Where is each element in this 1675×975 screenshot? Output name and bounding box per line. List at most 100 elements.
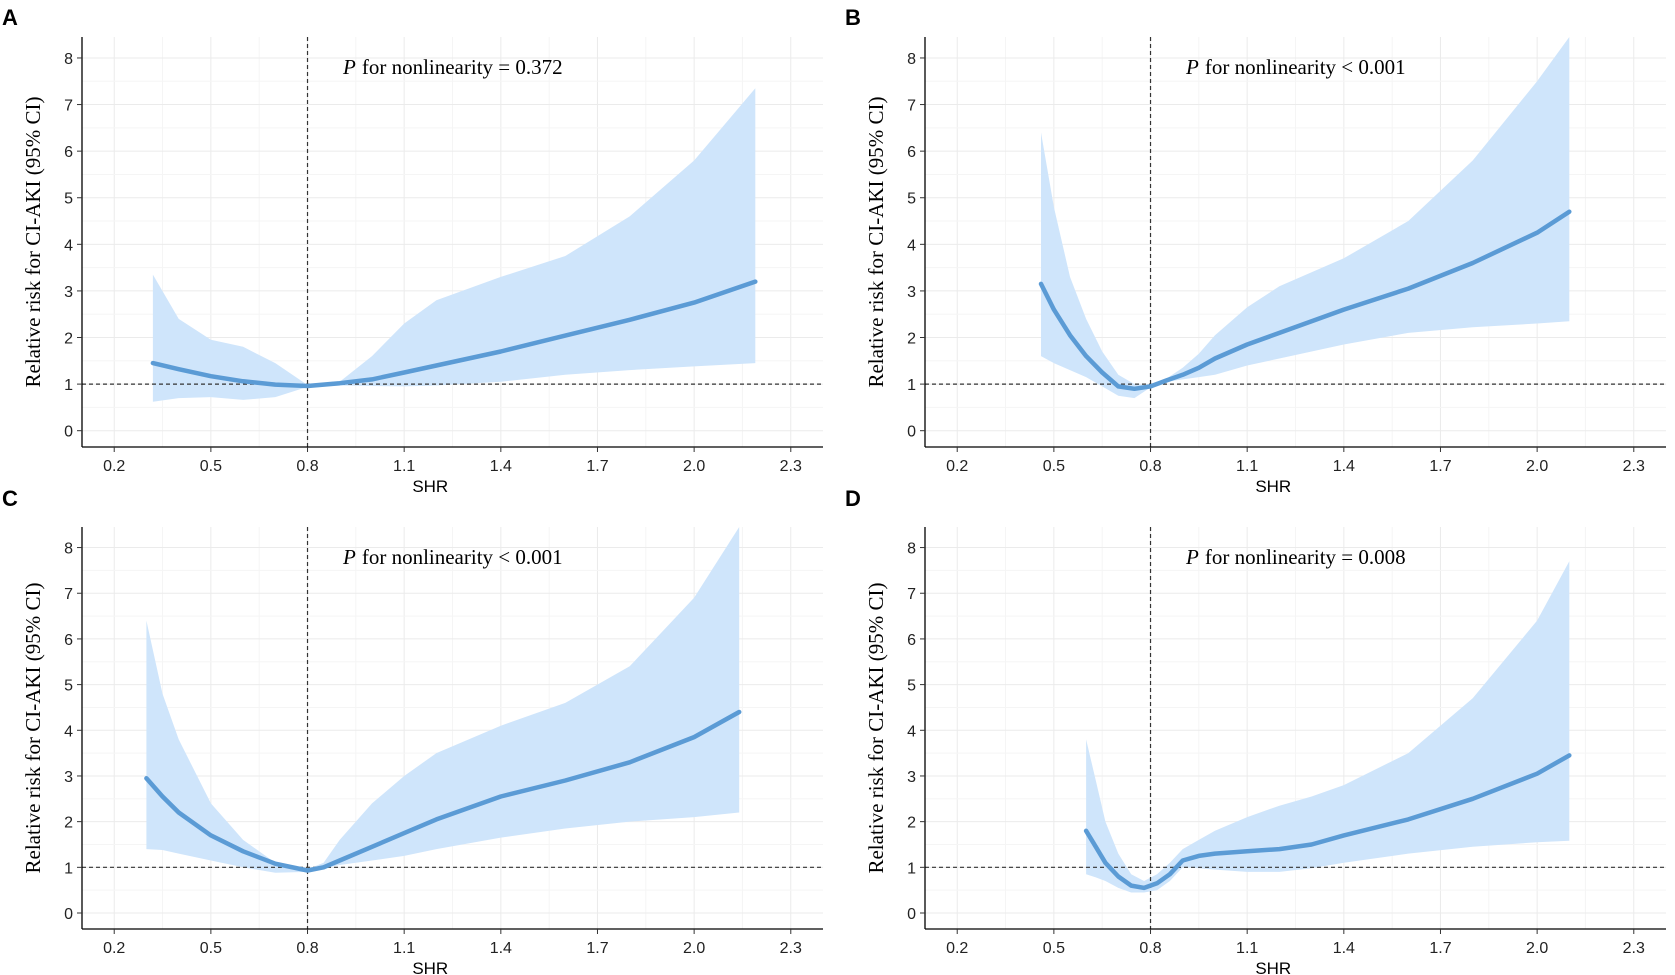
y-tick-label: 0 [64,906,73,923]
relative-risk-line [144,709,742,873]
p-symbol: P [1185,55,1199,79]
y-tick-label: 7 [64,586,73,603]
y-tick-label: 5 [64,191,73,208]
x-axis-title: SHR [412,477,448,496]
y-axis-title: Relative risk for CI-AKI (95% CI) [864,96,888,387]
y-tick-label: 0 [907,424,916,441]
y-tick-label: 1 [64,860,73,877]
panel-c: C 0 1 2 3 4 5 6 7 8 0.2 0.5 0.8 1.1 1.4 1.7 2.0 2.3 SHR Rel… [2,486,823,975]
y-tick-label: 4 [907,237,916,254]
x-axis-title: SHR [412,959,448,975]
panel-d: D 0 1 2 3 4 5 6 7 8 0.2 0.5 0.8 1.1 1.4 1.7 2.0 2.3 SHR Rel… [845,486,1666,975]
x-tick-label: 2.3 [780,458,802,475]
y-tick-label: 3 [907,769,916,786]
y-tick-label: 0 [907,906,916,923]
y-tick-label: 7 [907,586,916,603]
relative-risk-line [1038,209,1572,392]
x-tick-label: 1.1 [393,940,415,957]
y-tick-label: 8 [907,51,916,68]
x-tick-label: 2.3 [1623,458,1645,475]
y-axis-title: Relative risk for CI-AKI (95% CI) [21,96,45,387]
y-tick-label: 2 [907,815,916,832]
y-tick-label: 8 [64,541,73,558]
x-tick-label: 1.7 [1429,458,1451,475]
panel-a: A 0 1 2 3 4 5 6 7 8 0.2 0.5 0.8 1.1 1.4 1.7 2.0 2.3 SHR Rel… [2,5,823,496]
panel-letter: C [2,486,18,511]
nonlinearity-text: for nonlinearity < 0.001 [362,545,563,569]
y-tick-label: 4 [907,723,916,740]
x-tick-label: 1.7 [586,458,608,475]
p-symbol: P [342,545,356,569]
x-tick-label: 1.1 [1236,940,1258,957]
x-tick-label: 0.2 [103,940,125,957]
y-axis-title: Relative risk for CI-AKI (95% CI) [21,582,45,873]
x-tick-label: 1.4 [1333,940,1355,957]
y-tick-label: 1 [907,377,916,394]
relative-risk-line [150,279,758,389]
x-tick-label: 2.0 [1526,458,1548,475]
y-axis-title: Relative risk for CI-AKI (95% CI) [864,582,888,873]
y-tick-label: 5 [64,678,73,695]
y-tick-label: 5 [907,678,916,695]
x-tick-label: 0.8 [296,940,318,957]
x-tick-label: 0.8 [296,458,318,475]
y-tick-label: 6 [907,144,916,161]
y-tick-label: 0 [64,424,73,441]
y-tick-label: 5 [907,191,916,208]
x-axis-title: SHR [1255,477,1291,496]
x-tick-label: 1.4 [490,458,512,475]
x-tick-label: 0.5 [200,458,222,475]
x-tick-label: 0.5 [1043,458,1065,475]
y-tick-label: 7 [907,98,916,115]
y-tick-label: 1 [64,377,73,394]
x-tick-label: 0.8 [1139,458,1161,475]
confidence-band [1041,37,1570,399]
x-tick-label: 2.3 [1623,940,1645,957]
x-axis-title: SHR [1255,959,1291,975]
y-tick-label: 4 [64,723,73,740]
x-tick-label: 1.1 [393,458,415,475]
y-tick-label: 7 [64,98,73,115]
x-tick-label: 2.0 [683,940,705,957]
y-tick-label: 6 [64,632,73,649]
panel-b: B 0 1 2 3 4 5 6 7 8 0.2 0.5 0.8 1.1 1.4 1.7 2.0 2.3 SHR Rel… [845,5,1666,496]
x-tick-label: 2.3 [780,940,802,957]
y-tick-label: 4 [64,237,73,254]
y-tick-label: 6 [907,632,916,649]
x-tick-label: 0.5 [200,940,222,957]
nonlinearity-text: for nonlinearity < 0.001 [1205,55,1406,79]
y-tick-label: 1 [907,860,916,877]
x-tick-label: 1.4 [490,940,512,957]
y-tick-label: 2 [64,815,73,832]
panel-letter: A [2,5,18,30]
x-tick-label: 0.2 [103,458,125,475]
x-tick-label: 2.0 [683,458,705,475]
y-tick-label: 8 [907,541,916,558]
p-symbol: P [342,55,356,79]
y-tick-label: 8 [64,51,73,68]
nonlinearity-text: for nonlinearity = 0.008 [1205,545,1406,569]
x-tick-label: 0.8 [1139,940,1161,957]
y-tick-label: 6 [64,144,73,161]
y-tick-label: 2 [64,331,73,348]
confidence-band [152,88,756,402]
p-symbol: P [1185,545,1199,569]
x-tick-label: 1.7 [1429,940,1451,957]
y-tick-label: 3 [64,284,73,301]
x-tick-label: 1.4 [1333,458,1355,475]
x-tick-label: 0.2 [946,940,968,957]
panel-letter: D [845,486,861,511]
panel-letter: B [845,5,861,30]
y-tick-label: 3 [64,769,73,786]
x-tick-label: 0.2 [946,458,968,475]
relative-risk-line [1083,753,1572,891]
y-tick-label: 2 [907,331,916,348]
confidence-band [146,527,740,873]
x-tick-label: 0.5 [1043,940,1065,957]
x-tick-label: 1.1 [1236,458,1258,475]
confidence-band [1086,561,1570,893]
